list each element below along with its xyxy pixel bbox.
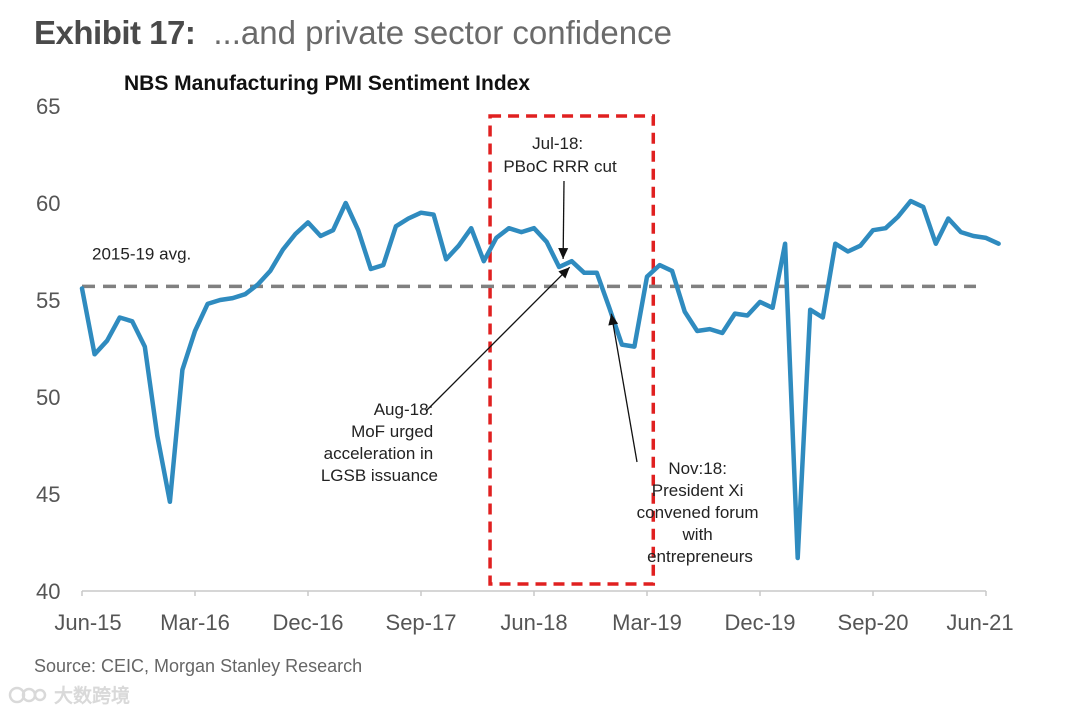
exhibit-header: Exhibit 17: ...and private sector confide… bbox=[34, 14, 672, 52]
annotation-rrr-cut-arrowhead bbox=[558, 248, 569, 259]
annotations: Jul-18: PBoC RRR cut Aug-18: MoF urged a… bbox=[321, 134, 764, 566]
y-tick-label: 65 bbox=[36, 94, 60, 119]
annotation-mof-lgsb-line-1: Aug-18: bbox=[374, 400, 434, 419]
x-tick-label: Dec-19 bbox=[725, 610, 796, 635]
annotation-rrr-cut-line-2: PBoC RRR cut bbox=[503, 157, 617, 176]
annotation-xi-forum-arrowhead bbox=[608, 313, 619, 326]
avg-label: 2015-19 avg. bbox=[92, 244, 191, 263]
y-tick-label: 60 bbox=[36, 191, 60, 216]
annotation-mof-lgsb-arrow bbox=[425, 266, 571, 412]
annotation-xi-forum: Nov:18: President Xi convened forum with… bbox=[608, 313, 764, 566]
x-tick-label: Jun-15 bbox=[54, 610, 121, 635]
annotation-rrr-cut-arrow bbox=[562, 180, 565, 260]
y-tick-label: 40 bbox=[36, 579, 60, 604]
x-tick-label: Jun-21 bbox=[946, 610, 1013, 635]
x-tick-label: Jun-18 bbox=[500, 610, 567, 635]
y-tick-label: 50 bbox=[36, 385, 60, 410]
watermark-logo-icon bbox=[8, 686, 47, 703]
annotation-xi-forum-line-5: entrepreneurs bbox=[647, 547, 753, 566]
y-axis-ticks: 40 45 50 55 60 65 bbox=[36, 94, 60, 604]
annotation-mof-lgsb: Aug-18: MoF urged acceleration in LGSB i… bbox=[321, 266, 571, 485]
annotation-xi-forum-line-3: convened forum bbox=[637, 503, 759, 522]
x-axis-ticks: Jun-15 Mar-16 Dec-16 Sep-17 Jun-18 Mar-19 Dec-… bbox=[54, 591, 1014, 635]
annotation-xi-forum-line-2: President Xi bbox=[652, 481, 744, 500]
x-tick-label: Dec-16 bbox=[273, 610, 344, 635]
x-tick-label: Sep-20 bbox=[838, 610, 909, 635]
exhibit-subtitle: ...and private sector confidence bbox=[213, 14, 672, 51]
x-tick-label: Mar-19 bbox=[612, 610, 682, 635]
y-tick-label: 55 bbox=[36, 288, 60, 313]
annotation-mof-lgsb-arrowhead bbox=[558, 267, 570, 279]
y-tick-label: 45 bbox=[36, 482, 60, 507]
annotation-mof-lgsb-text: Aug-18: MoF urged acceleration in LGSB i… bbox=[321, 400, 438, 485]
watermark: 大数跨境 bbox=[8, 681, 130, 708]
source-note: Source: CEIC, Morgan Stanley Research bbox=[34, 656, 363, 676]
annotation-xi-forum-arrow bbox=[610, 313, 638, 463]
annotation-rrr-cut-text: Jul-18: PBoC RRR cut bbox=[503, 134, 617, 176]
annotation-mof-lgsb-line-3: acceleration in bbox=[324, 444, 434, 463]
exhibit-label: Exhibit 17: bbox=[34, 14, 196, 51]
annotation-rrr-cut: Jul-18: PBoC RRR cut bbox=[503, 134, 617, 260]
annotation-rrr-cut-line-1: Jul-18: bbox=[532, 134, 583, 153]
annotation-mof-lgsb-line-2: MoF urged bbox=[351, 422, 433, 441]
annotation-mof-lgsb-line-4: LGSB issuance bbox=[321, 466, 438, 485]
annotation-xi-forum-line-1: Nov:18: bbox=[668, 459, 727, 478]
watermark-text: 大数跨境 bbox=[54, 686, 131, 707]
series-line-pmi bbox=[79, 198, 1001, 561]
annotation-xi-forum-line-4: with bbox=[682, 525, 713, 544]
chart-title: NBS Manufacturing PMI Sentiment Index bbox=[124, 72, 531, 95]
x-tick-label: Sep-17 bbox=[386, 610, 457, 635]
x-tick-label: Mar-16 bbox=[160, 610, 230, 635]
annotation-xi-forum-text: Nov:18: President Xi convened forum with… bbox=[637, 459, 764, 566]
highlight-box bbox=[488, 114, 656, 586]
